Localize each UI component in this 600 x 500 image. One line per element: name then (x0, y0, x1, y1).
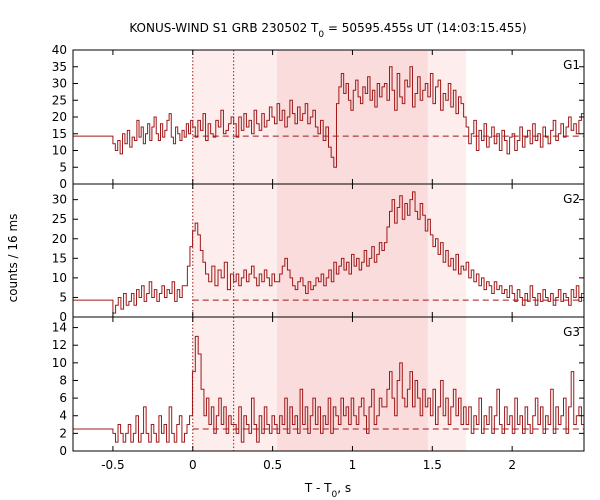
y-tick-label: 5 (59, 290, 67, 304)
y-tick-label: 0 (59, 310, 67, 324)
y-tick-label: 10 (52, 356, 67, 370)
x-tick-label: 1.5 (423, 458, 442, 472)
x-tick-label: 1 (349, 458, 357, 472)
y-tick-label: 35 (52, 60, 67, 74)
x-tick-label: 2 (508, 458, 516, 472)
y-tick-label: 8 (59, 373, 67, 387)
y-tick-label: 2 (59, 426, 67, 440)
x-axis-label: T - T0, s (304, 481, 351, 500)
light-curve-g2 (73, 191, 584, 314)
y-tick-label: 5 (59, 160, 67, 174)
y-tick-label: 15 (52, 251, 67, 265)
y-tick-label: 10 (52, 271, 67, 285)
y-tick-label: 0 (59, 177, 67, 191)
y-tick-label: 6 (59, 391, 67, 405)
light-curve-g3 (73, 335, 584, 443)
panel-g2: 0 5 10 15 20 25 30 G2 (52, 183, 585, 324)
y-tick-label: 30 (52, 193, 67, 207)
chart-title-suffix: = 50595.455s UT (14:03:15.455) (324, 21, 527, 35)
y-axis-label: counts / 16 ms (6, 214, 20, 303)
x-axis-label-prefix: T - T (304, 481, 332, 495)
chart-title-subscript: 0 (318, 30, 324, 40)
panel-frame (72, 316, 585, 452)
x-axis-label-subscript: 0 (332, 490, 338, 500)
y-tick-label: 12 (52, 338, 67, 352)
y-tick-label: 20 (52, 232, 67, 246)
light-curve-g1 (73, 66, 584, 168)
panel-label: G1 (563, 58, 580, 72)
chart-title-prefix: KONUS-WIND S1 GRB 230502 T (129, 21, 319, 35)
y-tick-label: 0 (59, 444, 67, 458)
panel-g3: 0 2 4 6 8 10 12 14 G3 (52, 316, 585, 458)
y-tick-label: 25 (52, 93, 67, 107)
panel-label: G2 (563, 192, 580, 206)
y-tick-label: 4 (59, 409, 67, 423)
x-tick-label: -0.5 (101, 458, 124, 472)
y-tick-label: 30 (52, 77, 67, 91)
y-tick-label: 25 (52, 212, 67, 226)
y-tick-label: 20 (52, 110, 67, 124)
y-tick-label: 40 (52, 43, 67, 57)
y-tick-label: 14 (52, 321, 67, 335)
x-tick-label: 0 (189, 458, 197, 472)
chart-title: KONUS-WIND S1 GRB 230502 T0 = 50595.455s… (129, 21, 526, 40)
x-axis-label-suffix: , s (337, 481, 351, 495)
y-tick-label: 15 (52, 127, 67, 141)
panel-label: G3 (563, 325, 580, 339)
y-tick-label: 10 (52, 144, 67, 158)
panel-g1: 0 5 10 15 20 25 30 35 40 G1 (52, 43, 585, 191)
x-tick-label: 0.5 (263, 458, 282, 472)
